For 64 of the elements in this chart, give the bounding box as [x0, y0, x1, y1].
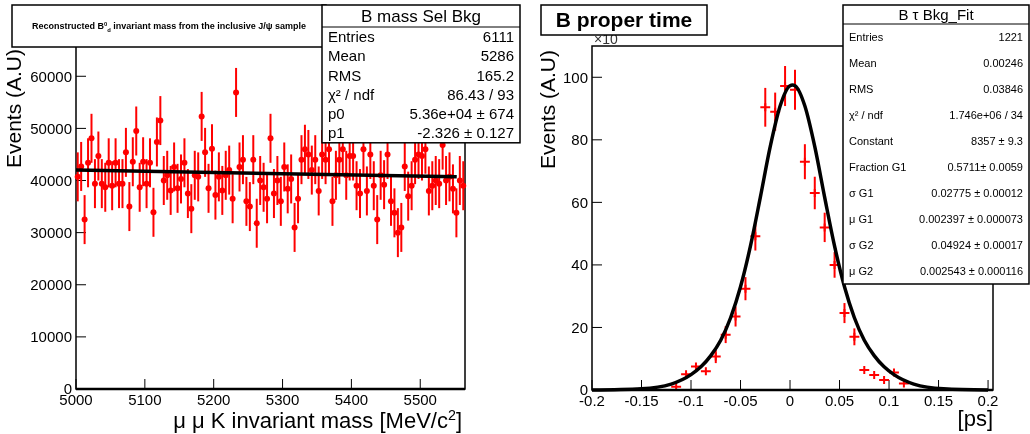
y-axis-title: Events (A.U): [536, 50, 560, 170]
annotation: Fraction G1: [849, 160, 907, 173]
annotation: σ G2: [849, 238, 874, 251]
x-axis-title: μ μ K invariant mass [MeV/c$^{2}$]: [173, 407, 462, 433]
annotation: 0.02775 ± 0.00012: [931, 186, 1023, 199]
x-tick-label: -0.1: [678, 392, 704, 409]
text: 165.2: [476, 66, 514, 84]
x-axis-title: [ps]: [957, 406, 993, 431]
annotation: σ G1: [849, 186, 874, 199]
y-tick-label: 20000: [30, 276, 72, 294]
text: 5286: [480, 47, 514, 65]
y-tick-label: 100: [562, 68, 588, 86]
x-tick-label: 0.05: [824, 392, 855, 409]
annotation: 0.5711± 0.0059: [947, 160, 1023, 173]
x-tick-label: -0.15: [624, 392, 659, 409]
text: 1221: [998, 30, 1023, 43]
y-tick-label: 50000: [30, 119, 72, 137]
annotation: RMS: [328, 66, 362, 84]
y-tick-label: 10000: [30, 328, 72, 346]
x-tick-label: 0.1: [878, 392, 900, 409]
annotation: 1.746e+06 / 34: [949, 108, 1023, 121]
annotation: μ G1: [849, 212, 874, 225]
text: Entries: [849, 30, 884, 43]
annotation: -2.326 ± 0.127: [417, 124, 514, 142]
annotation: RMS: [849, 82, 874, 95]
chart-title: B proper time: [555, 8, 693, 32]
text: 6111: [482, 27, 514, 45]
y-tick-label: 20: [571, 318, 588, 336]
chart-title: Reconstructed B$^{0}$$_{d}$ invariant mass from the inclusive J/ψ sample: [31, 21, 307, 34]
text: Entries: [328, 27, 375, 45]
x-tick-label: 0: [785, 392, 795, 409]
y-tick-label: 60: [571, 193, 588, 211]
text: B mass Sel Bkg: [361, 6, 481, 26]
annotation: 0.04924 ± 0.00017: [931, 238, 1023, 251]
x-tick-label: -0.05: [723, 392, 758, 409]
annotation: μ G2: [849, 264, 874, 277]
annotation: 86.43 / 93: [447, 85, 514, 103]
annotation: χ² / ndf: [328, 85, 376, 103]
annotation: χ² / ndf: [849, 108, 884, 121]
annotation: Constant: [849, 134, 894, 147]
x-tick-label: 5400: [334, 391, 369, 408]
annotation: 5.36e+04 ± 674: [409, 105, 514, 123]
annotation: Mean: [328, 47, 366, 65]
annotation: p1: [328, 124, 345, 142]
x-tick-label: 0.2: [977, 392, 999, 409]
x-tick-label: 5300: [265, 391, 300, 408]
y-tick-label: 40: [571, 256, 588, 274]
annotation: Mean: [849, 56, 877, 69]
y-tick-label: 80: [571, 131, 588, 149]
text: B τ Bkg_Fit: [898, 5, 975, 23]
y-tick-label: 40000: [30, 171, 72, 189]
annotation: 0.002543 ± 0.000116: [919, 264, 1023, 277]
annotation: 0.00246: [983, 56, 1023, 69]
x-tick-label: 5500: [403, 391, 437, 408]
x-tick-label: 5100: [128, 391, 162, 408]
y-tick-label: 30000: [30, 223, 72, 241]
annotation: p0: [328, 105, 345, 123]
x-tick-label: 5200: [197, 391, 231, 408]
y-axis-title: Events (A.U): [2, 49, 26, 169]
annotation: 8357 ± 9.3: [971, 134, 1023, 147]
annotation: 0.03846: [983, 82, 1023, 95]
y-tick-label: 60000: [30, 67, 72, 85]
annotation: 0.002397 ± 0.000073: [919, 212, 1023, 225]
x-tick-label: 0.15: [923, 392, 954, 409]
